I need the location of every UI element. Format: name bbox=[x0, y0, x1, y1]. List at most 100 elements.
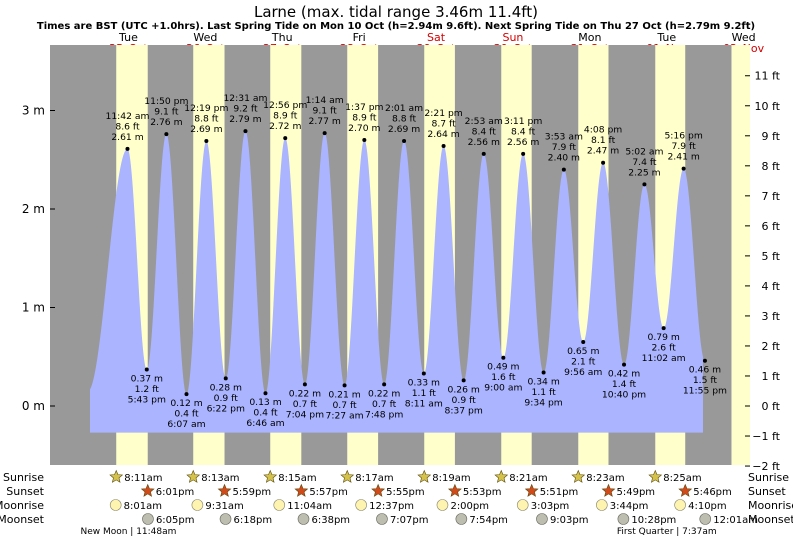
low-tide-point bbox=[342, 383, 347, 388]
low-tide-label: 0.4 ft bbox=[253, 408, 278, 419]
moonrise-icon bbox=[436, 499, 449, 511]
low-tide-label: 1.6 ft bbox=[491, 372, 516, 383]
sunrise-icon bbox=[186, 469, 201, 483]
high-tide-label: 2.56 m bbox=[468, 137, 500, 148]
y-tick-label-ft: 8 ft bbox=[762, 160, 781, 173]
day-name: Fri bbox=[353, 31, 366, 44]
high-tide-point bbox=[561, 167, 566, 172]
axes: 0 m 1 m 2 m 3 m −2 ft −1 ft 0 ft 1 ft 2 ft 3 ft 4 … bbox=[22, 70, 781, 473]
plot-area bbox=[50, 45, 750, 465]
moonrise-time: 4:10pm bbox=[688, 501, 727, 512]
high-tide-label: 2.76 m bbox=[150, 117, 182, 128]
low-tide-label: 0.7 ft bbox=[332, 400, 357, 411]
low-tide-label: 8:37 pm bbox=[444, 405, 482, 416]
sunset-time: 5:57pm bbox=[309, 487, 348, 498]
low-tide-point bbox=[421, 371, 426, 376]
high-tide-point bbox=[283, 136, 288, 141]
moonrise-time: 2:00pm bbox=[450, 501, 489, 512]
high-tide-label: 12:19 pm bbox=[184, 103, 228, 114]
high-tide-label: 8.9 ft bbox=[352, 113, 377, 124]
moonrise-icon bbox=[191, 499, 204, 511]
sunrise-time: 8:11am bbox=[124, 473, 162, 484]
high-tide-label: 11:50 pm bbox=[144, 96, 188, 107]
low-tide-label: 0.22 m bbox=[289, 388, 321, 399]
y-tick-label-ft: 9 ft bbox=[762, 130, 781, 143]
moonrise-icon bbox=[109, 499, 122, 511]
sunset-icon bbox=[447, 483, 462, 497]
moonset-time: 7:54pm bbox=[469, 515, 508, 526]
sunset-time: 5:53pm bbox=[463, 487, 502, 498]
high-tide-label: 2.41 m bbox=[667, 152, 699, 163]
moonset-icon bbox=[536, 513, 548, 525]
high-tide-label: 7.9 ft bbox=[552, 142, 577, 153]
low-tide-label: 8:11 am bbox=[405, 398, 443, 409]
y-tick-label-m: 2 m bbox=[22, 202, 45, 216]
high-tide-label: 11:42 am bbox=[105, 111, 149, 122]
high-tide-label: 8.6 ft bbox=[115, 121, 140, 132]
moonrise-icon bbox=[674, 499, 686, 511]
high-tide-point bbox=[601, 160, 606, 165]
low-tide-label: 0.7 ft bbox=[372, 399, 397, 410]
high-tide-label: 2.56 m bbox=[507, 137, 539, 148]
y-tick-label-m: 0 m bbox=[22, 399, 45, 413]
sun-moon-table: SunriseSunriseSunsetSunsetMoonriseMoonri… bbox=[0, 469, 793, 537]
chart-title: Larne (max. tidal range 3.46m 11.4ft) bbox=[254, 3, 538, 21]
chart-subtitle: Times are BST (UTC +1.0hrs). Last Spring… bbox=[37, 21, 755, 32]
sunset-icon bbox=[524, 483, 539, 497]
low-tide-label: 6:22 pm bbox=[207, 403, 245, 414]
low-tide-label: 7:48 pm bbox=[365, 409, 403, 420]
low-tide-point bbox=[223, 376, 228, 381]
low-tide-point bbox=[382, 382, 387, 387]
sunrise-time: 8:23am bbox=[586, 473, 624, 484]
low-tide-label: 2.6 ft bbox=[652, 343, 677, 354]
low-tide-label: 5:43 pm bbox=[128, 395, 166, 406]
high-tide-label: 2.69 m bbox=[388, 124, 420, 135]
high-tide-label: 2.77 m bbox=[308, 116, 340, 127]
day-name: Thu bbox=[271, 31, 293, 44]
high-tide-point bbox=[441, 143, 446, 148]
sunset-icon bbox=[217, 483, 232, 497]
low-tide-label: 7:04 pm bbox=[286, 409, 324, 420]
low-tide-label: 0.46 m bbox=[689, 365, 721, 376]
day-name: Tue bbox=[118, 31, 138, 44]
day-name: Tue bbox=[656, 31, 676, 44]
sunset-icon bbox=[371, 483, 386, 497]
tide-area bbox=[90, 131, 703, 433]
low-tide-point bbox=[702, 358, 707, 363]
sunrise-time: 8:19am bbox=[432, 473, 470, 484]
low-tide-label: 0.7 ft bbox=[293, 399, 318, 410]
moonrise-icon bbox=[516, 499, 529, 511]
moonset-time: 10:28pm bbox=[631, 515, 676, 526]
high-tide-label: 2.64 m bbox=[427, 129, 459, 140]
row-label-left: Moonrise bbox=[0, 499, 44, 512]
sunset-icon bbox=[678, 483, 693, 497]
high-tide-label: 2.72 m bbox=[269, 121, 301, 132]
low-tide-label: 0.34 m bbox=[527, 377, 559, 388]
high-tide-label: 8.8 ft bbox=[194, 114, 219, 125]
high-tide-point bbox=[243, 129, 248, 134]
moonset-icon bbox=[297, 513, 310, 525]
moonrise-time: 3:03pm bbox=[531, 501, 570, 512]
low-tide-label: 0.37 m bbox=[131, 374, 163, 385]
day-name: Sun bbox=[502, 31, 523, 44]
sunrise-time: 8:13am bbox=[201, 473, 239, 484]
low-tide-point bbox=[501, 355, 506, 360]
sunrise-icon bbox=[263, 469, 278, 483]
row-label-right: Sunset bbox=[748, 485, 786, 498]
low-tide-label: 1.2 ft bbox=[135, 384, 160, 395]
low-tide-label: 1.1 ft bbox=[412, 388, 437, 399]
sunset-time: 5:55pm bbox=[386, 487, 425, 498]
sunrise-time: 8:25am bbox=[663, 473, 701, 484]
high-tide-label: 8.7 ft bbox=[431, 118, 456, 129]
low-tide-label: 2.1 ft bbox=[571, 356, 596, 367]
sunrise-time: 8:17am bbox=[355, 473, 393, 484]
high-tide-label: 8.4 ft bbox=[511, 126, 536, 137]
low-tide-label: 0.13 m bbox=[249, 397, 281, 408]
low-tide-point bbox=[184, 392, 189, 397]
high-tide-label: 2.79 m bbox=[229, 114, 261, 125]
moon-phase-label: New Moon | 11:48am bbox=[80, 527, 176, 537]
low-tide-point bbox=[541, 370, 546, 375]
y-tick-label-ft: −1 ft bbox=[752, 430, 780, 443]
high-tide-label: 8.1 ft bbox=[591, 135, 616, 146]
